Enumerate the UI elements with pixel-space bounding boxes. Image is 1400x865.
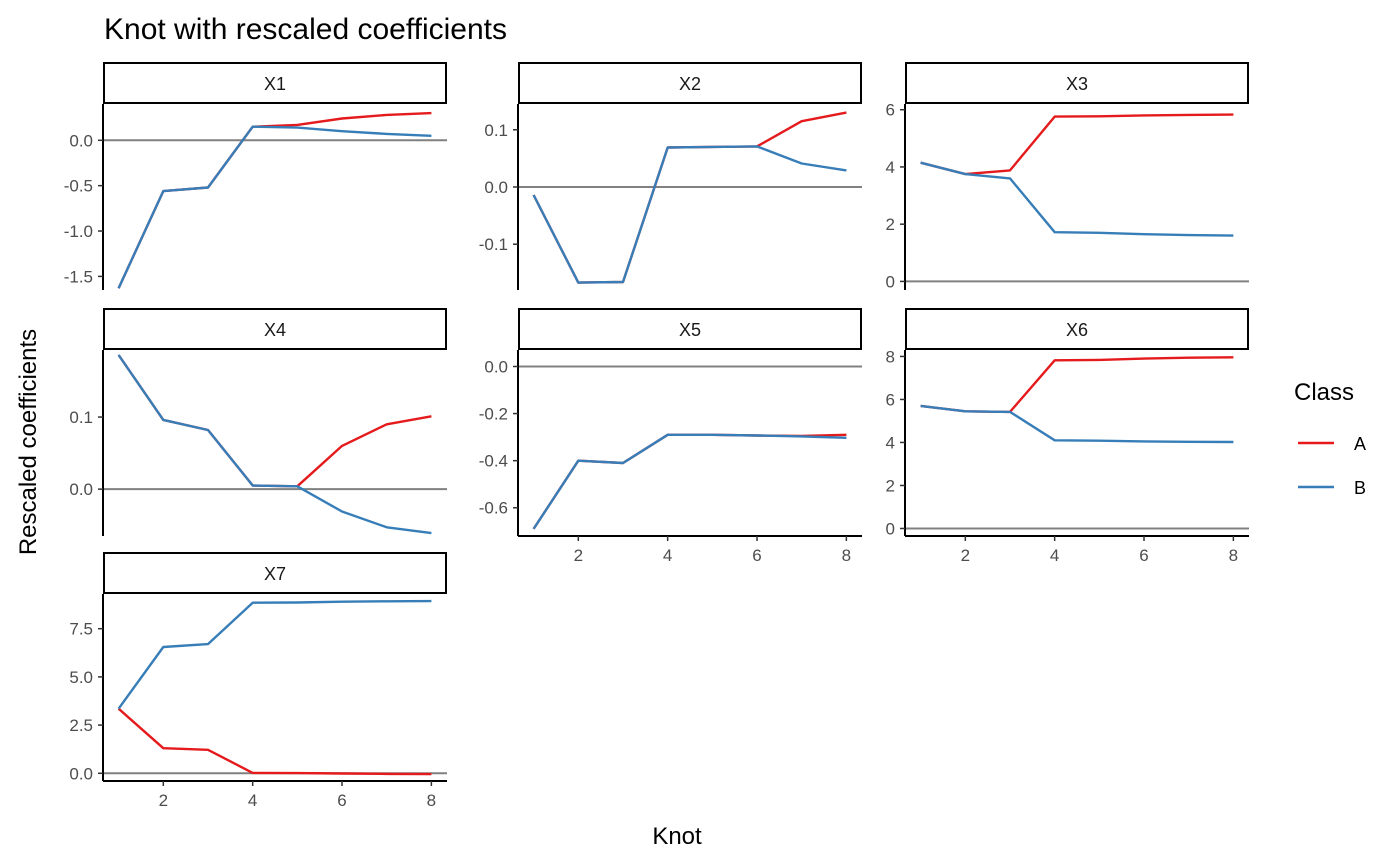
y-tick-label: 0.0 <box>484 357 508 376</box>
series-line-a <box>117 707 432 776</box>
y-tick-label: -1.0 <box>64 222 93 241</box>
facet-panel-x3: X3 6 4 2 0 <box>886 62 1249 291</box>
series-line-b <box>532 145 847 284</box>
facet-strip-label: X1 <box>264 74 286 94</box>
series-line-b <box>117 354 432 535</box>
y-tick-label: 2 <box>886 476 895 495</box>
x-tick-label: 2 <box>159 791 168 810</box>
series-line-b <box>532 433 847 530</box>
facet-panel-x5: X5 0.0 -0.2 -0.4 -0.6 2 4 6 8 <box>479 308 862 565</box>
y-tick-label: 5.0 <box>69 668 93 687</box>
y-tick-label: 0.0 <box>69 764 93 783</box>
series-line-b <box>920 404 1234 444</box>
y-tick-label: 8 <box>886 347 895 366</box>
facet-panel-x1: X1 0.0 -0.5 -1.0 -1.5 <box>64 62 447 290</box>
y-tick-label: -0.4 <box>479 452 508 471</box>
facet-strip-label: X2 <box>679 74 701 94</box>
x-tick-label: 4 <box>248 791 257 810</box>
facet-strip <box>103 308 447 350</box>
facet-strip-label: X7 <box>264 564 286 584</box>
x-tick-label: 2 <box>574 546 583 565</box>
series-line-a <box>532 433 847 530</box>
y-tick-label: 0.0 <box>69 131 93 150</box>
facet-strip <box>518 62 862 104</box>
facet-strip <box>905 62 1249 104</box>
x-tick-label: 8 <box>1229 546 1238 565</box>
x-tick-label: 4 <box>663 546 672 565</box>
y-tick-label: 2.5 <box>69 716 93 735</box>
facet-strip-label: X6 <box>1066 320 1088 340</box>
series-line-b <box>117 599 432 710</box>
x-tick-label: 8 <box>842 546 851 565</box>
facet-panels: X1 0.0 -0.5 -1.0 -1.5 X2 0.1 0.0 -0.1 X3 6 4 2 0 X4 0.1… <box>64 62 1249 810</box>
x-tick-label: 6 <box>337 791 346 810</box>
y-tick-label: -0.1 <box>479 235 508 254</box>
x-tick-label: 2 <box>961 546 970 565</box>
series-line-b <box>117 125 432 289</box>
facet-strip-label: X3 <box>1066 74 1088 94</box>
y-tick-label: 0.1 <box>69 408 93 427</box>
y-axis-title: Rescaled coefficients <box>15 329 42 555</box>
chart-title: Knot with rescaled coefficients <box>104 13 507 46</box>
y-tick-label: 0.0 <box>69 480 93 499</box>
x-tick-label: 8 <box>427 791 436 810</box>
x-tick-label: 6 <box>1139 546 1148 565</box>
y-tick-label: -0.5 <box>64 177 93 196</box>
facet-panel-x2: X2 0.1 0.0 -0.1 <box>479 62 862 290</box>
y-tick-label: 0 <box>886 519 895 538</box>
legend-label-a: A <box>1354 434 1366 454</box>
legend-label-b: B <box>1354 478 1366 498</box>
y-tick-label: 2 <box>886 215 895 234</box>
series-line-a <box>532 111 847 284</box>
facet-strip-label: X5 <box>679 320 701 340</box>
facet-strip-label: X4 <box>264 320 286 340</box>
facet-panel-x6: X6 8 6 4 2 0 2 4 6 8 <box>886 308 1249 565</box>
x-tick-label: 6 <box>752 546 761 565</box>
y-tick-label: 0.0 <box>484 178 508 197</box>
y-tick-label: 7.5 <box>69 620 93 639</box>
series-line-b <box>920 161 1234 237</box>
series-line-a <box>920 113 1234 176</box>
facet-strip <box>518 308 862 350</box>
legend-entries: AB <box>1298 434 1366 498</box>
legend: Class AB <box>1294 379 1366 498</box>
y-tick-label: -0.6 <box>479 499 508 518</box>
x-tick-label: 4 <box>1050 546 1059 565</box>
facet-strip <box>103 62 447 104</box>
facet-strip <box>905 308 1249 350</box>
y-tick-label: -0.2 <box>479 405 508 424</box>
y-tick-label: 0 <box>886 272 895 291</box>
facet-panel-x7: X7 7.5 5.0 2.5 0.0 2 4 6 8 <box>69 552 447 810</box>
y-tick-label: 0.1 <box>484 121 508 140</box>
y-tick-label: 6 <box>886 101 895 120</box>
legend-title: Class <box>1294 379 1354 406</box>
y-tick-label: 4 <box>886 158 895 177</box>
x-axis-title: Knot <box>652 823 702 850</box>
y-tick-label: 4 <box>886 433 895 452</box>
series-line-a <box>920 356 1234 414</box>
facet-panel-x4: X4 0.1 0.0 <box>69 308 447 536</box>
facet-strip <box>103 552 447 594</box>
y-tick-label: -1.5 <box>64 267 93 286</box>
y-tick-label: 6 <box>886 390 895 409</box>
